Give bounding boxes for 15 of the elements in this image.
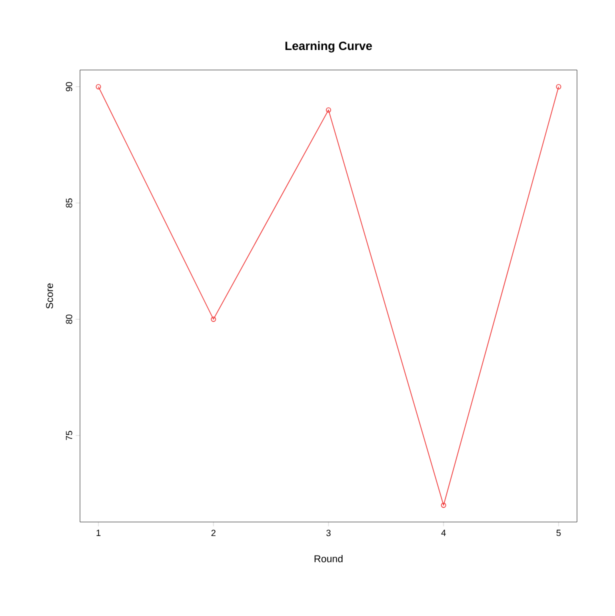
x-tick-label: 5 [556, 530, 561, 536]
y-tick-label: 80 [66, 314, 72, 324]
chart-title: Learning Curve [285, 41, 372, 52]
point [210, 316, 216, 322]
x-tick-label: 4 [441, 530, 446, 536]
x-tick-label: 3 [326, 530, 331, 536]
x-tick-label: 2 [211, 530, 216, 536]
point [326, 107, 332, 113]
x-tick-label: 1 [96, 530, 100, 536]
point [440, 502, 446, 508]
x-axis-title: Round [314, 554, 343, 562]
y-tick-label: 85 [66, 198, 72, 208]
y-tick-label: 75 [66, 430, 72, 440]
y-axis-title: Score [46, 283, 54, 309]
y-tick-label: 90 [66, 82, 72, 92]
